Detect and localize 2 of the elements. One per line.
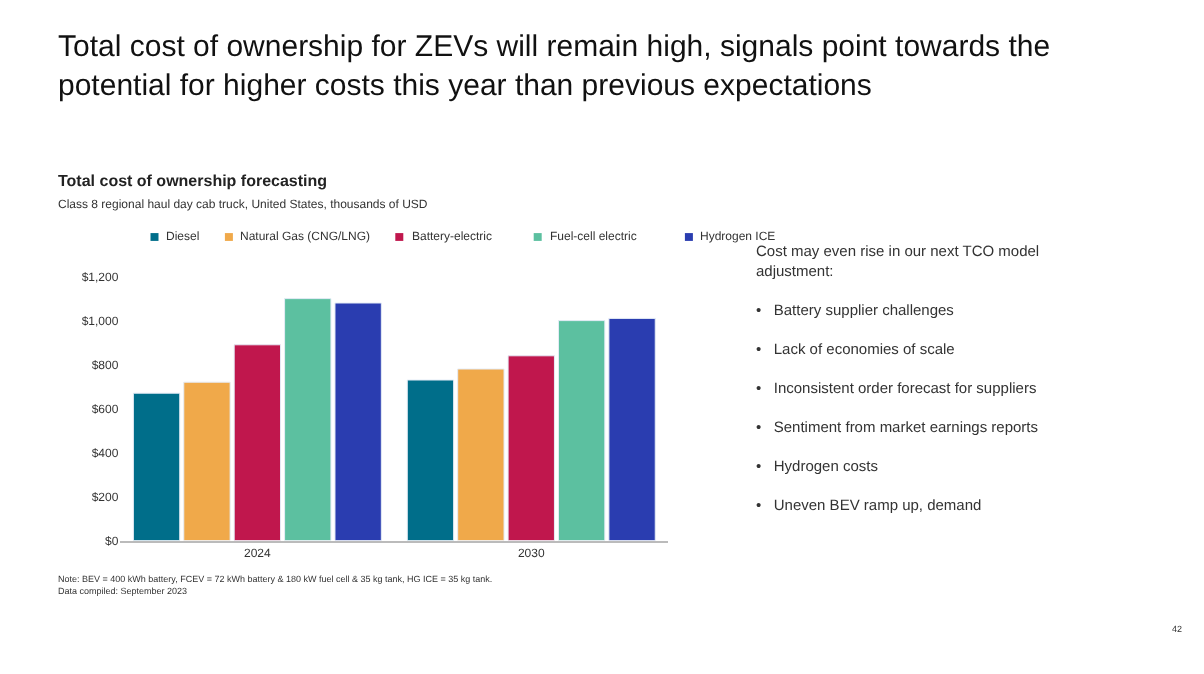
chart-subtitle: Total cost of ownership forecasting [58, 172, 328, 190]
chart-title: Total cost of ownership for ZEVs will remain high, signals point towards the potential for higher costs this year than previous expectations [58, 30, 1051, 103]
